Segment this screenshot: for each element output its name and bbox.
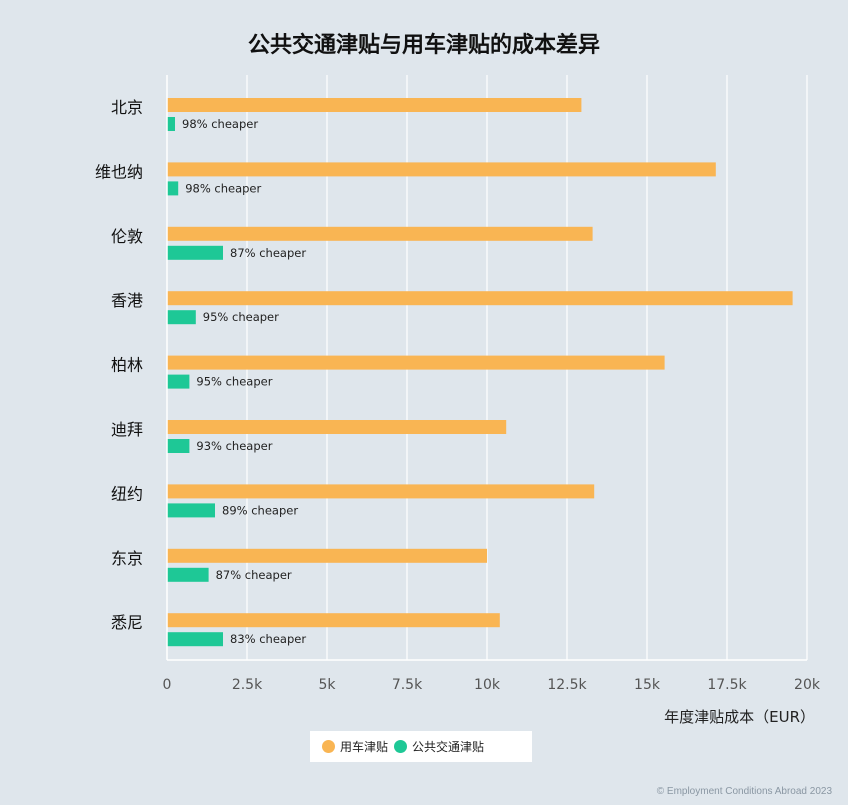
bar-transit-allowance xyxy=(167,245,223,260)
copyright-footer: © Employment Conditions Abroad 2023 xyxy=(656,786,832,797)
x-tick-label: 20k xyxy=(794,677,821,693)
savings-annotation: 87% cheaper xyxy=(216,568,292,582)
savings-annotation: 87% cheaper xyxy=(230,246,306,260)
bar-car-allowance xyxy=(167,548,487,563)
x-tick-label: 2.5k xyxy=(232,677,263,693)
chart-title: 公共交通津贴与用车津贴的成本差异 xyxy=(248,32,600,58)
savings-annotation: 95% cheaper xyxy=(203,310,279,324)
savings-annotation: 98% cheaper xyxy=(185,181,261,195)
bar-car-allowance xyxy=(167,162,716,177)
category-label: 维也纳 xyxy=(95,162,143,181)
bar-transit-allowance xyxy=(167,503,215,518)
bars: 北京 98% cheaper 维也纳 98% cheaper 伦敦 87% cheaper… xyxy=(95,98,793,647)
bar-car-allowance xyxy=(167,291,793,306)
savings-annotation: 89% cheaper xyxy=(222,503,298,517)
savings-annotation: 98% cheaper xyxy=(182,117,258,131)
category-label: 迪拜 xyxy=(111,420,143,439)
bar-transit-allowance xyxy=(167,439,190,453)
category-label: 香港 xyxy=(111,291,143,310)
category-label: 悉尼 xyxy=(111,613,143,632)
bar-transit-allowance xyxy=(167,567,209,582)
bar-car-allowance xyxy=(167,226,593,241)
bar-transit-allowance xyxy=(167,310,196,325)
savings-annotation: 83% cheaper xyxy=(230,632,306,646)
category-label: 纽约 xyxy=(111,484,143,503)
x-tick-label: 0 xyxy=(163,677,172,693)
bar-transit-allowance xyxy=(167,632,223,647)
legend-label-car: 用车津贴 xyxy=(340,740,389,754)
category-label: 伦敦 xyxy=(111,227,143,246)
legend-item-car: 用车津贴 xyxy=(322,738,388,755)
legend-item-transit: 公共交通津贴 xyxy=(394,738,484,755)
bar-car-allowance xyxy=(167,355,665,370)
bar-car-allowance xyxy=(167,98,582,112)
legend-swatch-car xyxy=(322,740,335,753)
category-label: 北京 xyxy=(111,98,143,117)
bar-transit-allowance xyxy=(167,117,175,131)
x-axis-label: 年度津贴成本（EUR） xyxy=(664,708,815,726)
bar-car-allowance xyxy=(167,484,595,499)
x-tick-label: 7.5k xyxy=(392,677,423,693)
x-tick-label: 15k xyxy=(634,677,661,693)
x-tick-label: 10k xyxy=(474,677,501,693)
bar-car-allowance xyxy=(167,420,507,434)
legend-label-transit: 公共交通津贴 xyxy=(412,740,485,754)
bar-transit-allowance xyxy=(167,181,179,196)
bar-transit-allowance xyxy=(167,374,190,389)
bar-car-allowance xyxy=(167,613,500,628)
x-axis: 0 2.5k 5k 7.5k 10k 12.5k 15k 17.5k 20k xyxy=(163,75,821,693)
savings-annotation: 93% cheaper xyxy=(196,439,272,453)
legend-swatch-transit xyxy=(394,740,408,753)
legend: 用车津贴 公共交通津贴 xyxy=(310,731,532,762)
category-label: 柏林 xyxy=(111,356,143,375)
savings-annotation: 95% cheaper xyxy=(196,375,272,389)
x-tick-label: 12.5k xyxy=(547,677,587,693)
x-tick-label: 17.5k xyxy=(707,677,747,693)
category-label: 东京 xyxy=(111,549,143,568)
x-tick-label: 5k xyxy=(318,677,336,693)
